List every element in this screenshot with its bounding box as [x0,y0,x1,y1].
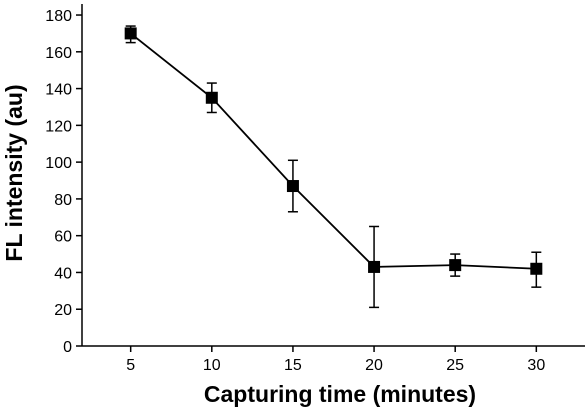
data-point [124,27,137,40]
y-tick-label: 120 [45,118,72,135]
series-line [130,32,537,270]
plot-area [124,25,543,309]
axes [81,4,585,347]
y-tick-label: 140 [45,82,72,99]
y-tick-label: 40 [54,265,72,282]
data-point [530,262,543,275]
y-tick-label: 60 [54,229,72,246]
y-tick-label: 160 [45,45,72,62]
y-ticks: 0 20 40 60 80 100 120 140 160 180 [45,8,82,356]
x-tick-label: 25 [446,357,464,374]
y-tick-label: 20 [54,302,72,319]
y-tick-label: 0 [63,339,72,356]
data-point [449,259,462,272]
y-axis-title: FL intensity (au) [1,84,27,261]
data-point [368,260,381,273]
x-tick-label: 15 [284,357,302,374]
data-point [205,91,218,104]
y-tick-label: 100 [45,155,72,172]
x-tick-label: 10 [203,357,221,374]
x-tick-label: 5 [126,357,135,374]
x-ticks: 5 10 15 20 25 30 [126,346,545,374]
y-tick-label: 80 [54,192,72,209]
data-point [286,180,299,193]
x-tick-label: 30 [527,357,545,374]
y-tick-label: 180 [45,8,72,25]
x-tick-label: 20 [365,357,383,374]
x-axis-title: Capturing time (minutes) [204,381,476,407]
